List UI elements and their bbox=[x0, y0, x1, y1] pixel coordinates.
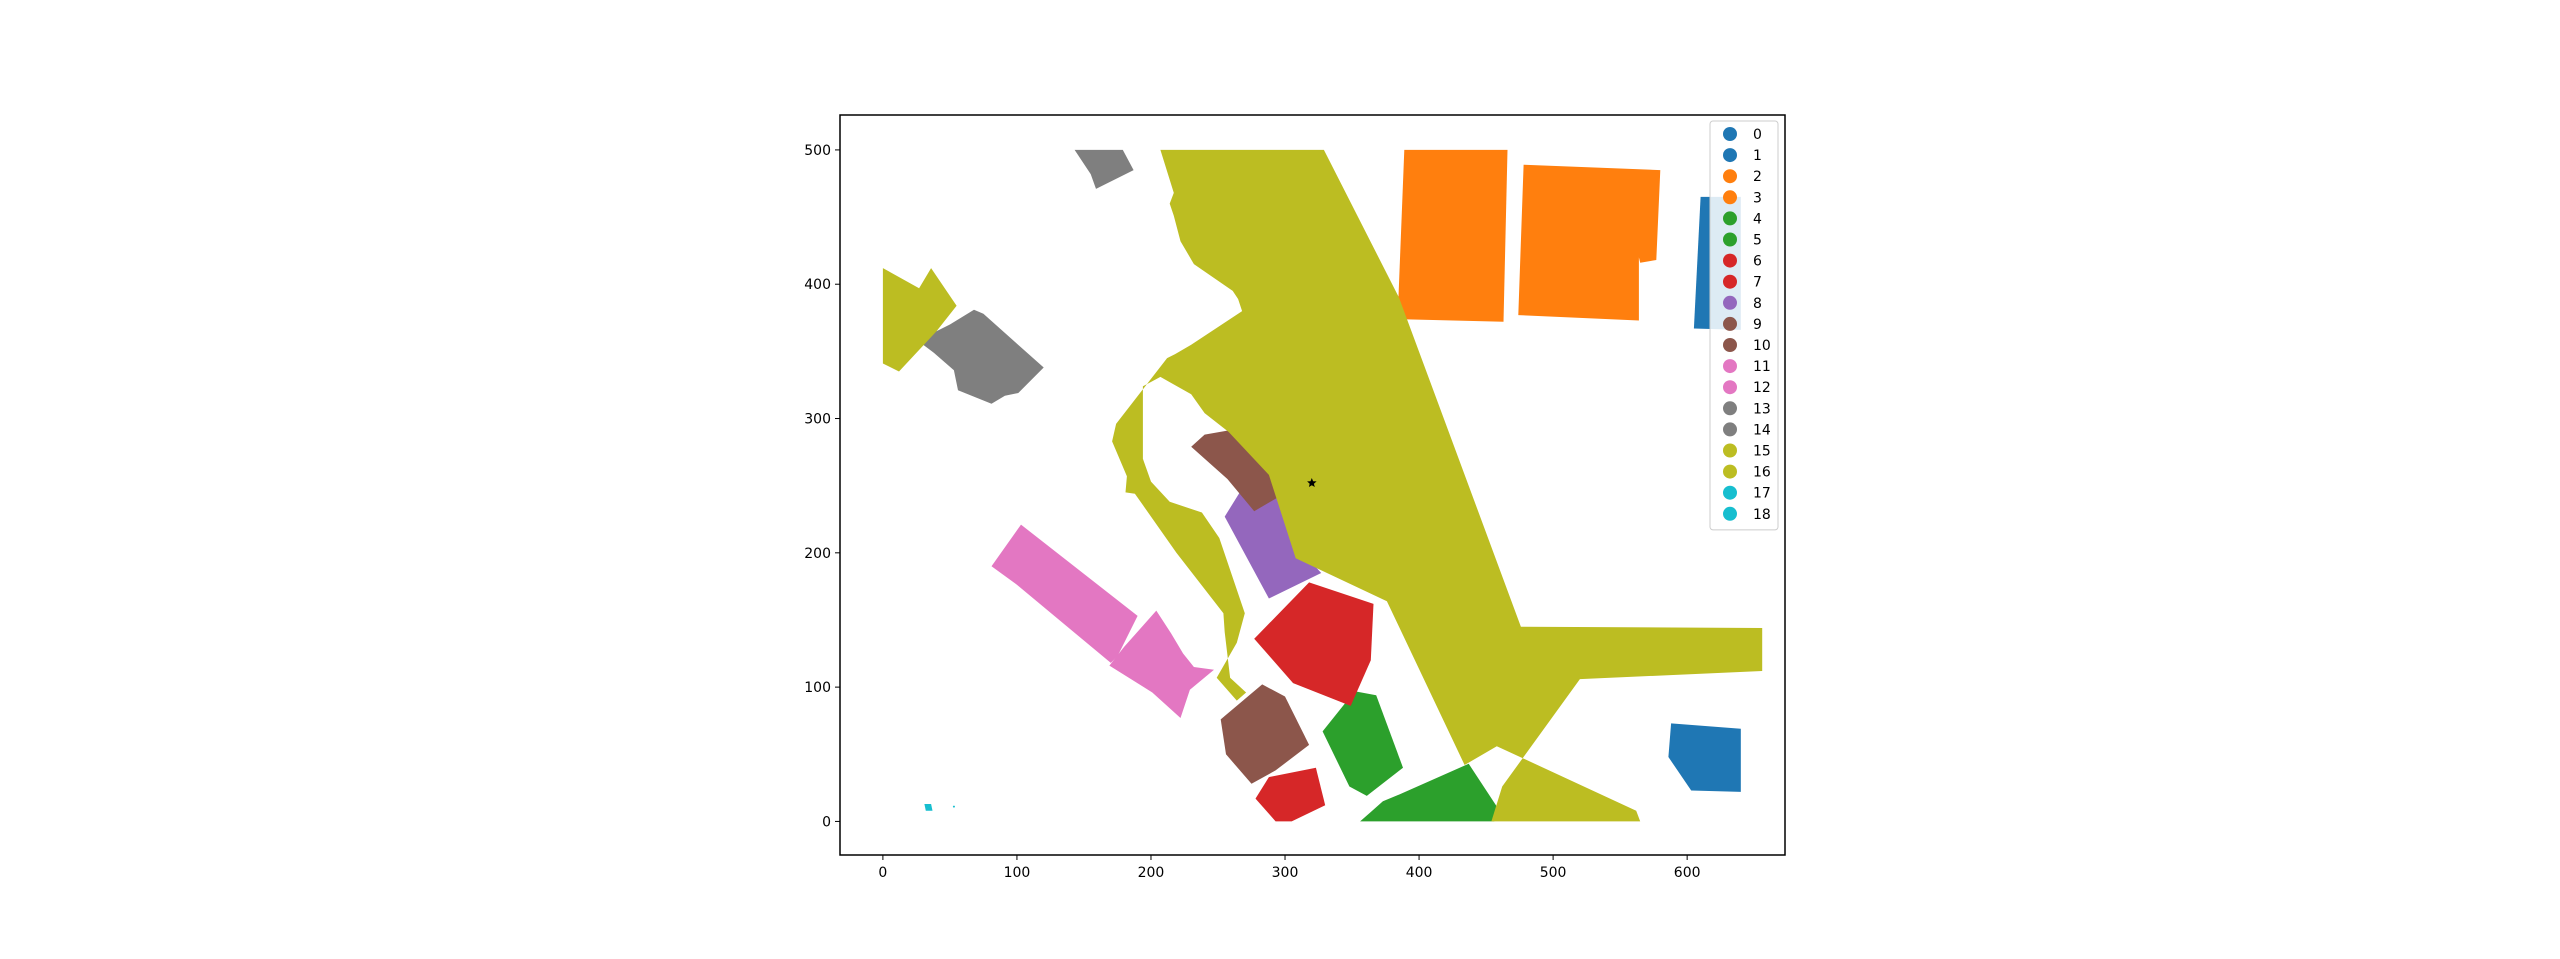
legend-swatch bbox=[1723, 380, 1737, 395]
shape-16-west-strip bbox=[882, 268, 957, 372]
legend-swatch bbox=[1723, 401, 1737, 416]
legend-label: 14 bbox=[1753, 422, 1771, 438]
legend-swatch bbox=[1723, 443, 1737, 458]
legend-swatch bbox=[1723, 464, 1737, 479]
legend-label: 1 bbox=[1753, 148, 1762, 164]
legend-swatch bbox=[1723, 148, 1737, 163]
axes-frame bbox=[839, 114, 1786, 856]
legend-swatch bbox=[1723, 274, 1737, 289]
shape-11-pink-building bbox=[991, 524, 1138, 663]
legend-label: 12 bbox=[1753, 380, 1771, 396]
y-tick-label: 200 bbox=[804, 546, 831, 562]
legend-label: 6 bbox=[1753, 254, 1762, 270]
shape-13-grey-building bbox=[1074, 149, 1134, 189]
legend-label: 2 bbox=[1753, 169, 1762, 185]
legend-label: 9 bbox=[1753, 317, 1762, 333]
x-tick-label: 200 bbox=[1138, 865, 1165, 881]
y-axis: 0 100 200 300 400 500 bbox=[804, 143, 840, 830]
x-tick-label: 500 bbox=[1540, 865, 1567, 881]
shapes-layer bbox=[882, 149, 1763, 822]
legend-swatch bbox=[1723, 211, 1737, 226]
legend-label: 7 bbox=[1753, 275, 1762, 291]
shape-1-southeast-building bbox=[1668, 723, 1741, 792]
y-tick-label: 300 bbox=[804, 412, 831, 428]
legend-label: 3 bbox=[1753, 190, 1762, 206]
x-tick-label: 300 bbox=[1272, 865, 1299, 881]
y-tick-label: 100 bbox=[804, 680, 831, 696]
shape-3-orange-building bbox=[1518, 164, 1661, 321]
legend-label: 13 bbox=[1753, 401, 1771, 417]
shape-7-red-building bbox=[1255, 767, 1326, 822]
shape-4-green-building bbox=[1322, 691, 1403, 796]
shape-5-green-building bbox=[1360, 763, 1503, 822]
legend-label: 0 bbox=[1753, 127, 1762, 143]
shape-6-red-building bbox=[1254, 582, 1374, 706]
legend-swatch bbox=[1723, 338, 1737, 352]
y-tick-label: 500 bbox=[804, 143, 831, 159]
shape-17-teal-dot bbox=[924, 804, 933, 811]
legend-label: 15 bbox=[1753, 444, 1771, 460]
shape-15-road-network bbox=[1112, 149, 1763, 822]
legend-swatch bbox=[1723, 506, 1737, 521]
legend-swatch bbox=[1723, 316, 1737, 331]
legend-label: 5 bbox=[1753, 233, 1762, 249]
x-tick-label: 100 bbox=[1004, 865, 1031, 881]
legend-swatch bbox=[1723, 422, 1737, 437]
tiny-point-marker bbox=[952, 805, 955, 808]
black-star-marker bbox=[1307, 478, 1317, 487]
shape-14-grey-building bbox=[917, 309, 1044, 404]
legend-label: 18 bbox=[1753, 507, 1771, 523]
legend-swatch bbox=[1723, 232, 1737, 247]
legend-swatch bbox=[1723, 169, 1737, 184]
legend-swatch bbox=[1723, 190, 1737, 205]
shape-12-pink-building bbox=[1109, 610, 1214, 718]
legend-label: 17 bbox=[1753, 486, 1771, 502]
y-tick-label: 0 bbox=[822, 814, 831, 830]
shape-10-brown-building bbox=[1220, 684, 1310, 784]
legend-swatch bbox=[1723, 359, 1737, 374]
x-tick-label: 400 bbox=[1406, 865, 1433, 881]
legend-swatch bbox=[1723, 253, 1737, 268]
legend-label: 11 bbox=[1753, 359, 1771, 375]
legend-swatch bbox=[1723, 295, 1737, 310]
legend-swatch bbox=[1723, 127, 1737, 141]
legend-swatch bbox=[1723, 485, 1737, 500]
legend-label: 10 bbox=[1753, 338, 1771, 354]
x-tick-label: 0 bbox=[878, 865, 887, 881]
shape-2-orange-building bbox=[1397, 149, 1508, 322]
shape-9-brown-building bbox=[1191, 426, 1287, 512]
markers-layer bbox=[952, 478, 1317, 808]
legend-label: 8 bbox=[1753, 296, 1762, 312]
x-axis: 0 100 200 300 400 500 600 bbox=[878, 855, 1701, 881]
x-tick-label: 600 bbox=[1674, 865, 1701, 881]
legend-label: 16 bbox=[1753, 465, 1771, 481]
legend-label: 4 bbox=[1753, 211, 1762, 227]
y-tick-label: 400 bbox=[804, 277, 831, 293]
